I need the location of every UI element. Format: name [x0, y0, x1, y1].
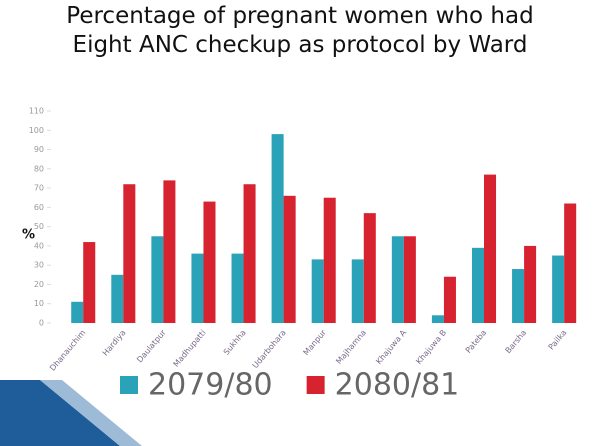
y-tick-label: 110: [29, 107, 44, 116]
legend-swatch: [120, 376, 138, 394]
y-tick-label: 30: [34, 261, 44, 270]
bar: [243, 184, 256, 323]
x-tick-label: Hardiya: [101, 328, 128, 358]
bar: [443, 276, 456, 323]
x-tick-label: Manpur: [302, 328, 329, 358]
bar: [83, 242, 96, 323]
y-tick-label: 100: [29, 126, 44, 135]
bar: [351, 259, 364, 323]
y-tick-label: 20: [34, 280, 44, 289]
x-tick-label: Dhanauchim: [48, 328, 88, 373]
decor-arrow: [0, 380, 120, 446]
bar: [163, 180, 176, 323]
x-tick-label: Majhamna: [334, 328, 368, 366]
x-tick-label: Madhupatti: [172, 328, 208, 369]
x-tick-label: Pailka: [547, 328, 569, 352]
bar: [271, 134, 284, 323]
bar: [552, 255, 565, 323]
y-tick-label: 40: [34, 241, 44, 250]
y-tick-label: 70: [34, 184, 44, 193]
x-tick-label: Pateba: [464, 328, 489, 355]
bar: [484, 174, 497, 323]
y-tick-label: 10: [34, 299, 44, 308]
bar: [403, 236, 416, 323]
bar: [363, 213, 376, 323]
x-tick-label: Barsha: [504, 328, 529, 355]
x-tick-label: Khajuwa B: [414, 328, 448, 366]
x-tick-label: Sukhha: [222, 328, 248, 357]
bar: [203, 201, 216, 323]
y-tick-label: 0: [39, 319, 44, 328]
bar: [231, 253, 244, 323]
bar: [71, 301, 84, 323]
x-tick-label: Khajuwa A: [374, 328, 408, 366]
decor-arrow: [40, 380, 142, 446]
bar: [391, 236, 404, 323]
x-tick-label: Daulatpur: [135, 328, 168, 365]
bar: [111, 274, 124, 323]
bar: [151, 236, 164, 323]
legend-swatch: [306, 376, 325, 394]
bar: [123, 184, 136, 323]
bar: [524, 245, 537, 323]
y-tick-label: 90: [34, 145, 44, 154]
y-axis-label: %: [22, 228, 35, 243]
bar: [512, 269, 525, 323]
chart-title: Percentage of pregnant women who had Eig…: [66, 3, 534, 58]
legend-label: 2079/80: [148, 368, 273, 403]
bar: [283, 195, 296, 323]
bar: [564, 203, 577, 323]
y-tick-label: 80: [34, 164, 44, 173]
y-tick-label: 50: [34, 222, 44, 231]
x-tick-label: Udarbohara: [251, 328, 288, 370]
y-tick-label: 60: [34, 203, 44, 212]
bar: [431, 315, 444, 323]
bar: [191, 253, 204, 323]
legend-label: 2080/81: [335, 368, 460, 403]
bar: [323, 197, 336, 323]
bar: [311, 259, 324, 323]
bar: [471, 247, 485, 323]
